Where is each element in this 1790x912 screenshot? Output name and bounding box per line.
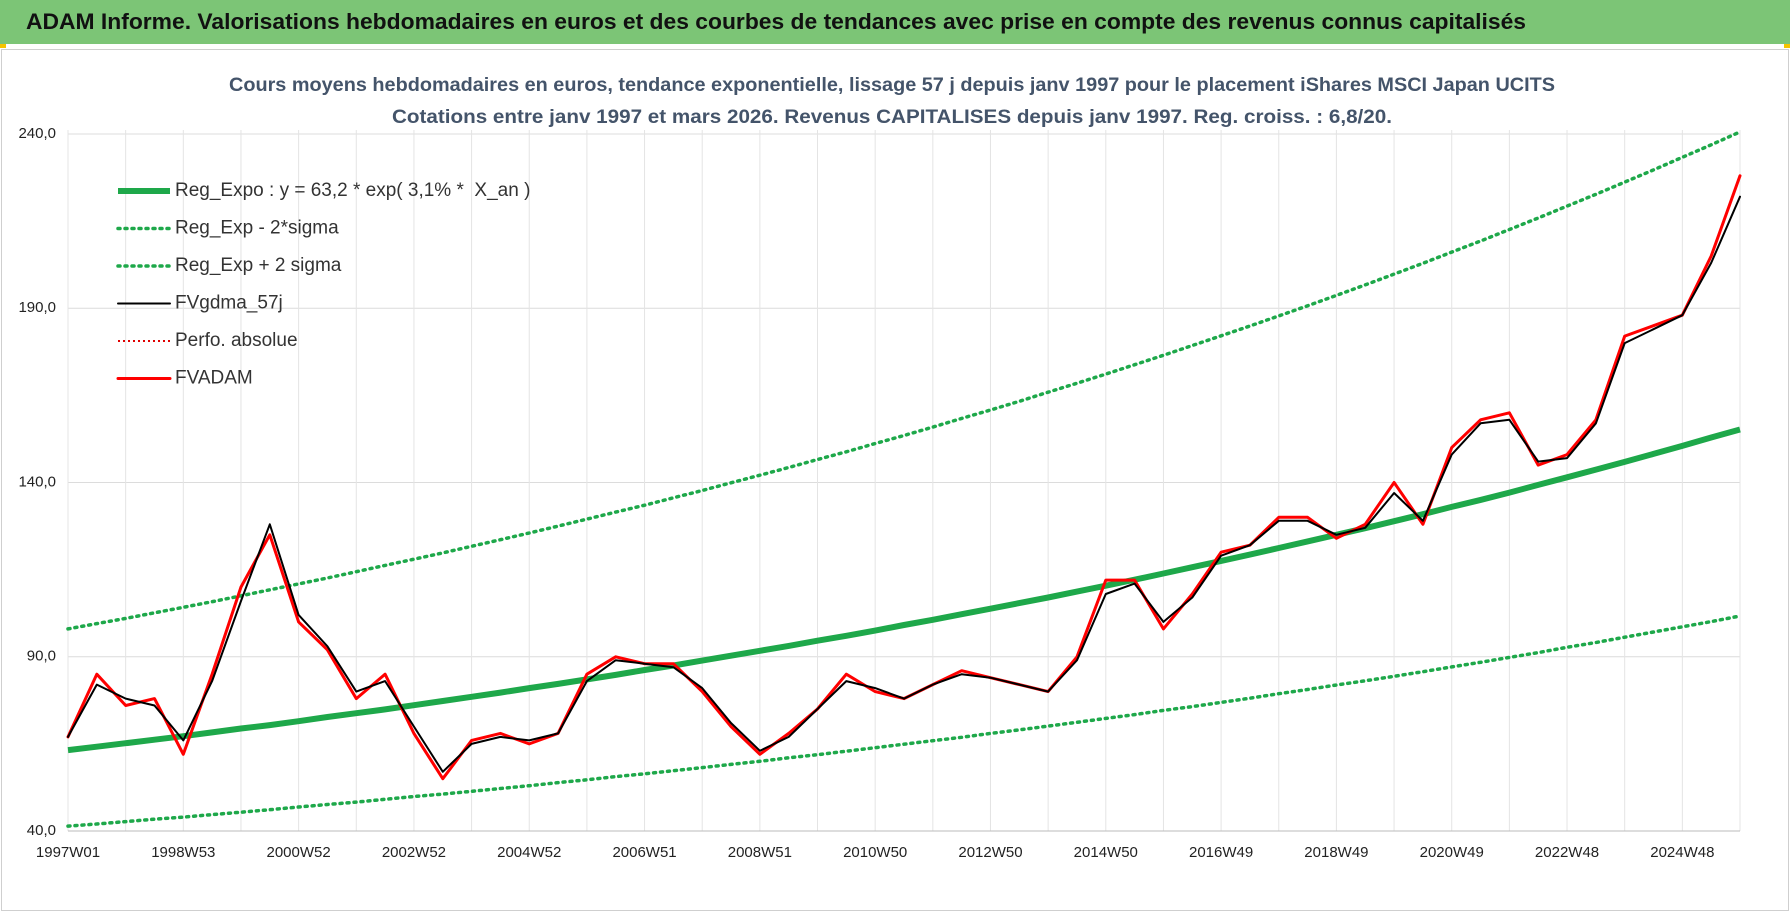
series-line — [67, 426, 1741, 754]
chart-subtitle: Cotations entre janv 1997 et mars 2026. … — [392, 107, 1392, 128]
x-tick-label: 2014W50 — [1074, 844, 1138, 861]
x-tick-label: 2006W51 — [612, 844, 676, 861]
series-line — [67, 195, 1741, 773]
legend-label: Perfo. absolue — [175, 330, 298, 351]
x-tick-label: 2002W52 — [382, 844, 446, 861]
legend-label: Reg_Exp - 2*sigma — [175, 218, 339, 239]
x-tick-label: 2020W49 — [1420, 844, 1484, 861]
legend-label: FVADAM — [175, 368, 253, 389]
x-tick-label: 2016W49 — [1189, 844, 1253, 861]
series-line — [66, 614, 1742, 828]
x-tick-label: 2024W48 — [1650, 844, 1714, 861]
x-tick-label: 2018W49 — [1304, 844, 1368, 861]
x-tick-label: 2008W51 — [728, 844, 792, 861]
y-tick-label: 190,0 — [18, 299, 56, 316]
x-tick-label: 1997W01 — [36, 844, 100, 861]
chart-title: Cours moyens hebdomadaires en euros, ten… — [229, 75, 1555, 96]
x-tick-label: 2010W50 — [843, 844, 907, 861]
header-bar — [0, 0, 1790, 44]
x-tick-label: 1998W53 — [151, 844, 215, 861]
y-tick-label: 40,0 — [27, 822, 56, 839]
page-title: ADAM Informe. Valorisations hebdomadaire… — [26, 9, 1526, 34]
y-tick-label: 90,0 — [27, 648, 56, 665]
corner-mark — [1784, 44, 1790, 48]
corner-mark — [0, 44, 6, 48]
x-tick-label: 2012W50 — [958, 844, 1022, 861]
legend-label: FVgdma_57j — [175, 293, 283, 314]
y-tick-label: 240,0 — [18, 125, 56, 142]
legend-label: Reg_Expo : y = 63,2 * exp( 3,1% * X_an ) — [175, 180, 530, 201]
x-tick-label: 2000W52 — [267, 844, 331, 861]
x-tick-label: 2022W48 — [1535, 844, 1599, 861]
x-tick-label: 2004W52 — [497, 844, 561, 861]
legend-label: Reg_Exp + 2 sigma — [175, 255, 342, 276]
y-tick-label: 140,0 — [18, 473, 56, 490]
chart-frame — [1, 49, 1789, 911]
